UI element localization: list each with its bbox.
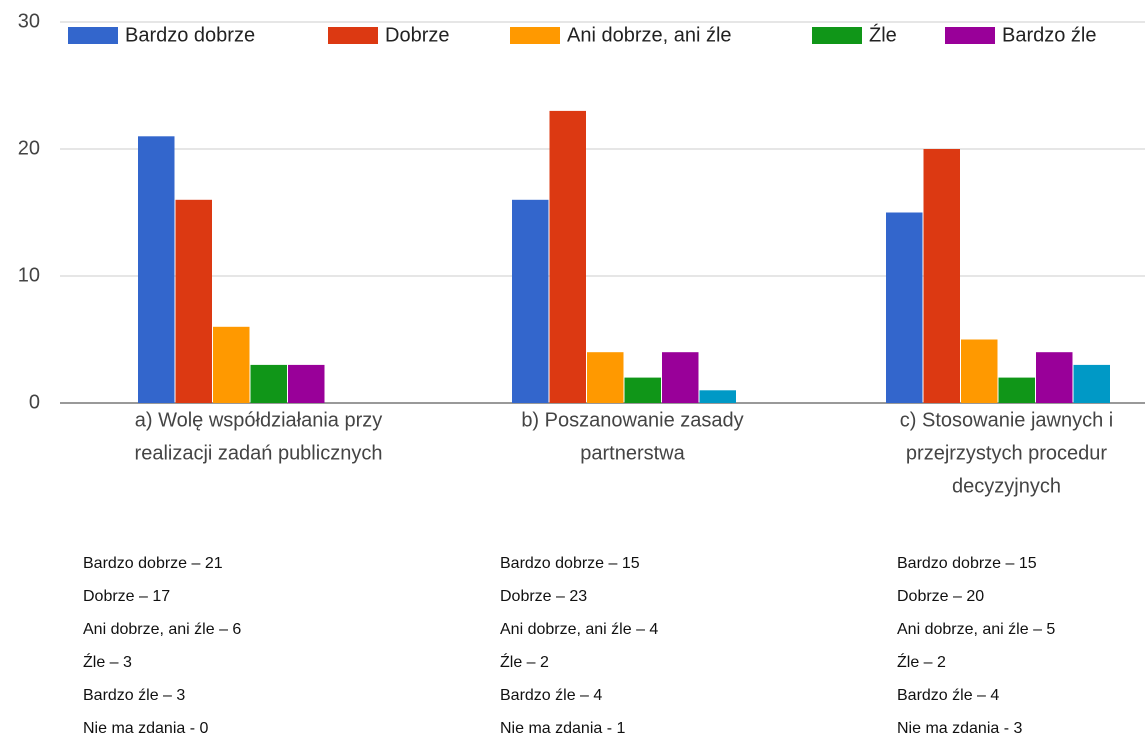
legend-label: Źle — [869, 23, 897, 46]
x-tick-label: realizacji zadań publicznych — [135, 442, 383, 464]
note-line: Bardzo dobrze – 15 — [500, 555, 640, 572]
bar — [587, 352, 624, 403]
legend-swatch — [68, 27, 118, 44]
bar — [699, 390, 736, 403]
y-tick-label: 0 — [29, 391, 40, 413]
bar — [662, 352, 699, 403]
bar — [961, 339, 998, 403]
x-tick-label: a) Wolę współdziałania przy — [135, 409, 383, 431]
legend-swatch — [812, 27, 862, 44]
legend-swatch — [328, 27, 378, 44]
note-line: Źle – 2 — [500, 652, 549, 671]
bar — [1073, 364, 1110, 403]
bar — [213, 326, 250, 403]
bar — [175, 199, 212, 403]
note-line: Źle – 3 — [83, 652, 132, 671]
note-line: Ani dobrze, ani źle – 4 — [500, 621, 658, 638]
x-tick-label: decyzyjnych — [952, 475, 1061, 497]
note-line: Dobrze – 23 — [500, 588, 587, 605]
legend-swatch — [945, 27, 995, 44]
legend-label: Bardzo źle — [1002, 24, 1097, 46]
note-line: Bardzo dobrze – 21 — [83, 555, 223, 572]
y-tick-label: 10 — [18, 264, 40, 286]
bar — [138, 136, 175, 404]
x-tick-label: c) Stosowanie jawnych i — [900, 409, 1113, 431]
y-tick-label: 30 — [18, 10, 40, 32]
note-line: Ani dobrze, ani źle – 5 — [897, 621, 1055, 638]
note-line: Bardzo źle – 4 — [897, 687, 999, 704]
y-tick-label: 20 — [18, 137, 40, 159]
bar — [923, 149, 960, 403]
x-tick-label: b) Poszanowanie zasady — [521, 409, 743, 431]
x-tick-label: partnerstwa — [580, 442, 685, 464]
bar — [1036, 352, 1073, 403]
note-line: Nie ma zdania - 0 — [83, 720, 208, 733]
legend-label: Bardzo dobrze — [125, 24, 255, 46]
note-line: Nie ma zdania - 3 — [897, 720, 1022, 733]
note-line: Bardzo źle – 3 — [83, 687, 185, 704]
bar — [886, 212, 923, 403]
note-line: Nie ma zdania - 1 — [500, 720, 625, 733]
bar — [549, 110, 586, 404]
note-line: Dobrze – 17 — [83, 588, 170, 605]
bar — [250, 364, 287, 403]
bar — [998, 377, 1035, 403]
x-tick-label: przejrzystych procedur — [906, 442, 1108, 464]
legend-label: Ani dobrze, ani źle — [567, 24, 732, 46]
bar — [624, 377, 661, 403]
note-line: Dobrze – 20 — [897, 588, 984, 605]
note-line: Bardzo źle – 4 — [500, 687, 602, 704]
legend-label: Dobrze — [385, 24, 449, 46]
note-line: Źle – 2 — [897, 652, 946, 671]
bar — [288, 364, 325, 403]
note-line: Bardzo dobrze – 15 — [897, 555, 1037, 572]
note-line: Ani dobrze, ani źle – 6 — [83, 621, 241, 638]
bar — [512, 199, 549, 403]
legend-swatch — [510, 27, 560, 44]
